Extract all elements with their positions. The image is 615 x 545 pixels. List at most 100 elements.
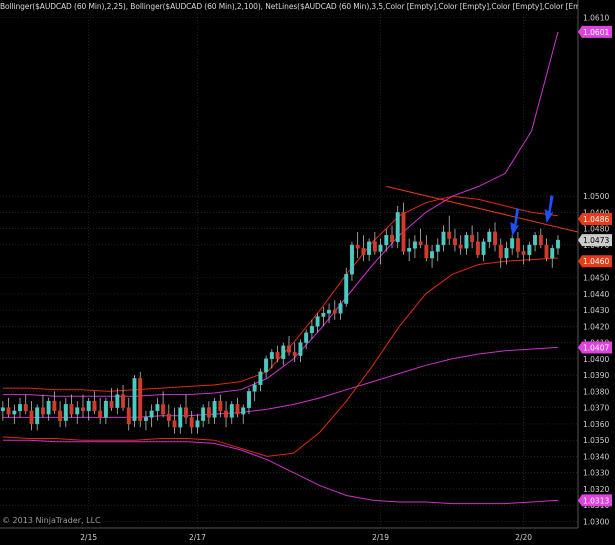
candle-up (555, 239, 560, 249)
candle-down (218, 400, 223, 412)
candle-down (121, 394, 126, 408)
candle-up (212, 400, 217, 418)
candle-down (40, 407, 45, 415)
candle-down (355, 244, 360, 249)
price-flag: 1.0601 (578, 25, 612, 38)
y-tick-label: 1.0340 (583, 452, 609, 461)
candle-down (447, 231, 452, 239)
candle-up (510, 238, 515, 249)
candle-down (390, 235, 394, 242)
candle-up (0, 407, 5, 412)
candle-down (458, 244, 463, 249)
y-tick-label: 1.0350 (583, 436, 609, 445)
trendline (386, 185, 579, 233)
price-flag: 1.0486 (578, 212, 612, 225)
price-flag-shape (578, 212, 612, 225)
candle-up (281, 345, 286, 360)
candle-up (143, 417, 148, 421)
candle-down (98, 410, 103, 418)
candle-down (224, 410, 229, 418)
candle-down (332, 309, 337, 314)
candle-down (498, 244, 503, 259)
candle-up (241, 407, 246, 415)
price-flag: 1.0313 (578, 494, 612, 507)
price-flag: 1.0407 (578, 341, 612, 354)
y-tick-label: 1.0440 (583, 290, 609, 299)
y-tick-label: 1.0390 (583, 371, 609, 380)
candle-down (52, 400, 57, 412)
candle-up (527, 244, 532, 255)
price-flag-shape (578, 494, 612, 507)
candle-down (275, 352, 280, 360)
bollinger-25-lower-line (2, 257, 559, 457)
candle-up (304, 332, 309, 343)
candle-up (63, 404, 68, 421)
candle-up (412, 241, 417, 249)
candle-down (470, 235, 475, 242)
candle-up (550, 248, 555, 259)
candle-down (372, 241, 377, 252)
candle-up (464, 235, 469, 249)
candle-up (430, 251, 435, 259)
candle-down (172, 420, 177, 428)
candle-up (441, 231, 446, 246)
price-flag-shape (578, 255, 612, 268)
candle-up (367, 241, 372, 255)
bollinger-100-mid-line (2, 346, 559, 418)
y-tick-label: 1.0480 (583, 225, 609, 234)
candle-up (298, 342, 303, 356)
candle-down (189, 417, 194, 428)
candle-up (395, 212, 400, 242)
candle-down (184, 407, 188, 418)
candle-down (493, 231, 497, 246)
candle-down (361, 248, 366, 255)
y-tick-label: 1.0490 (583, 208, 609, 217)
candle-up (252, 384, 257, 392)
candle-up (149, 410, 154, 418)
x-tick-label: 2/20 (515, 533, 532, 542)
candle-down (126, 407, 131, 425)
candle-down (206, 407, 211, 418)
y-tick-label: 1.0380 (583, 387, 609, 396)
candle-down (92, 400, 97, 412)
price-flag-label: 1.0601 (583, 28, 609, 37)
arrow-shape (510, 207, 520, 236)
candle-down (475, 241, 480, 255)
candle-down (29, 410, 34, 425)
candle-down (6, 407, 11, 415)
candle-down (538, 235, 543, 246)
candle-up (327, 309, 332, 314)
candle-up (504, 248, 509, 259)
candle-down (424, 244, 429, 259)
arrow-shape (544, 194, 554, 223)
candle-up (132, 378, 137, 421)
candle-up (435, 244, 440, 252)
price-flag-label: 1.0486 (583, 215, 609, 224)
x-tick-label: 2/15 (80, 533, 97, 542)
annotation-arrow-icon[interactable] (544, 194, 554, 223)
price-flag-label: 1.0313 (583, 496, 609, 505)
x-tick-label: 2/19 (372, 533, 389, 542)
candle-up (481, 241, 486, 255)
y-tick-label: 1.0450 (583, 274, 609, 283)
candle-up (246, 391, 251, 408)
y-tick-label: 1.0400 (583, 355, 609, 364)
annotation-arrow-icon[interactable] (510, 207, 520, 236)
candle-up (18, 404, 23, 412)
y-tick-label: 1.0430 (583, 306, 609, 315)
bollinger-25-upper-line (2, 195, 559, 392)
candle-down (521, 251, 526, 255)
candle-up (264, 358, 269, 373)
candle-up (349, 244, 354, 275)
copyright-text: © 2013 NinjaTrader, LLC (2, 516, 101, 525)
y-tick-label: 1.0330 (583, 469, 609, 478)
y-tick-label: 1.0300 (583, 517, 609, 526)
x-tick-label: 2/17 (189, 533, 206, 542)
candle-down (235, 404, 240, 415)
candle-down (81, 407, 85, 412)
price-flag-label: 1.0407 (583, 343, 609, 352)
candle-up (407, 248, 412, 252)
candle-up (155, 404, 160, 412)
